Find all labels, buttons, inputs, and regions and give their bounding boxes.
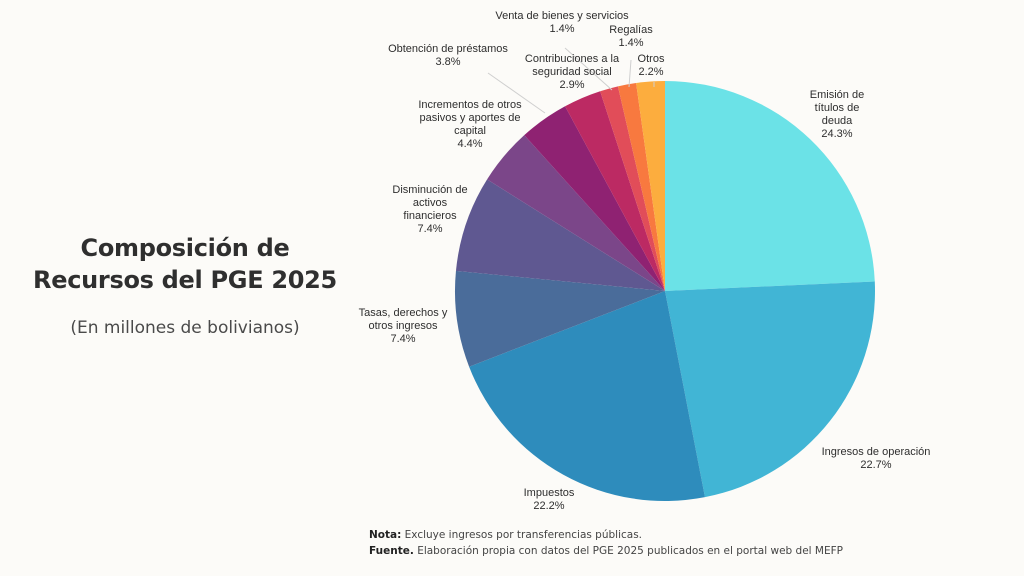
- slice-label-line: financieros: [403, 210, 457, 222]
- chart-title-line-1: Composición de: [80, 234, 290, 262]
- slice-label-line: seguridad social: [532, 66, 612, 78]
- note-text: Excluye ingresos por transferencias públ…: [401, 529, 643, 541]
- slice-label-line: pasivos y aportes de: [420, 112, 521, 124]
- slice-labels: Emisión de títulos de deuda 24.3% Ingresos d…: [359, 10, 931, 512]
- slice-label-line: Emisión de: [810, 89, 864, 101]
- slice-label: Venta de bienes y servicios 1.4%: [495, 10, 629, 35]
- slice-value-label: 3.8%: [435, 56, 460, 68]
- slice-label: Otros 2.2%: [638, 53, 665, 78]
- source-text: Elaboración propia con datos del PGE 202…: [413, 545, 843, 557]
- slice-label: Emisión de títulos de deuda 24.3%: [810, 89, 864, 140]
- slice-label: Obtención de préstamos 3.8%: [388, 43, 508, 68]
- slice-label-line: Ingresos de operación: [822, 446, 931, 458]
- slice-label-line: Contribuciones a la: [525, 53, 620, 65]
- slice-value-label: 22.2%: [533, 500, 564, 512]
- leader-lines: [487, 47, 655, 114]
- pie-slice: [469, 291, 705, 501]
- slice-label: Ingresos de operación 22.7%: [822, 446, 931, 471]
- slice-label-line: otros ingresos: [368, 320, 438, 332]
- slice-value-label: 7.4%: [390, 333, 415, 345]
- pie-slice: [665, 281, 876, 498]
- slice-value-label: 4.4%: [457, 138, 482, 150]
- chart-title-line-2: Recursos del PGE 2025: [33, 266, 337, 294]
- slice-label-line: Venta de bienes y servicios: [495, 10, 629, 22]
- pie-slice: [600, 86, 665, 292]
- chart-title: Composición de Recursos del PGE 2025: [30, 232, 340, 296]
- source-label: Fuente.: [369, 545, 414, 557]
- slice-label-line: activos: [413, 197, 448, 209]
- slice-value-label: 7.4%: [417, 223, 442, 235]
- slice-label: Incrementos de otros pasivos y aportes de…: [418, 99, 522, 150]
- leader-line: [487, 72, 546, 114]
- pie-slice: [617, 82, 665, 291]
- slice-label-line: Incrementos de otros: [418, 99, 522, 111]
- slice-label-line: Disminución de: [392, 184, 467, 196]
- chart-notes: Nota: Excluye ingresos por transferencia…: [369, 527, 843, 559]
- slice-label-line: capital: [454, 125, 486, 137]
- slice-label: Tasas, derechos y otros ingresos 7.4%: [359, 307, 448, 345]
- slice-label: Contribuciones a la seguridad social 2.9%: [525, 53, 620, 91]
- slice-value-label: 1.4%: [549, 23, 574, 35]
- source-line: Fuente. Elaboración propia con datos del…: [369, 543, 843, 559]
- pie-slice: [455, 179, 665, 291]
- pie-slice: [524, 106, 665, 291]
- slice-value-label: 22.7%: [860, 459, 891, 471]
- pie-slice: [565, 91, 665, 291]
- pie-slice: [665, 81, 875, 291]
- pie-slices: [455, 81, 876, 501]
- pie-slice: [487, 135, 665, 291]
- pie-slice: [636, 81, 665, 291]
- note-label: Nota:: [369, 529, 402, 541]
- slice-label-line: Otros: [638, 53, 665, 65]
- leader-line: [564, 47, 613, 91]
- slice-value-label: 2.2%: [638, 66, 663, 78]
- slice-label: Disminución de activos financieros 7.4%: [392, 184, 467, 235]
- slice-label-line: Obtención de préstamos: [388, 43, 508, 55]
- note-line: Nota: Excluye ingresos por transferencia…: [369, 527, 843, 543]
- slice-label: Regalías 1.4%: [609, 24, 653, 49]
- pie-slice: [455, 270, 665, 367]
- slice-value-label: 2.9%: [559, 79, 584, 91]
- slice-value-label: 1.4%: [618, 37, 643, 49]
- chart-subtitle: (En millones de bolivianos): [70, 318, 300, 338]
- slice-label: Impuestos 22.2%: [524, 487, 575, 512]
- leader-line: [628, 59, 632, 88]
- slice-label-line: títulos de: [815, 102, 860, 114]
- slice-label-line: deuda: [822, 115, 853, 127]
- slice-label-line: Impuestos: [524, 487, 575, 499]
- slice-value-label: 24.3%: [821, 128, 852, 140]
- slice-label-line: Regalías: [609, 24, 653, 36]
- slice-label-line: Tasas, derechos y: [359, 307, 448, 319]
